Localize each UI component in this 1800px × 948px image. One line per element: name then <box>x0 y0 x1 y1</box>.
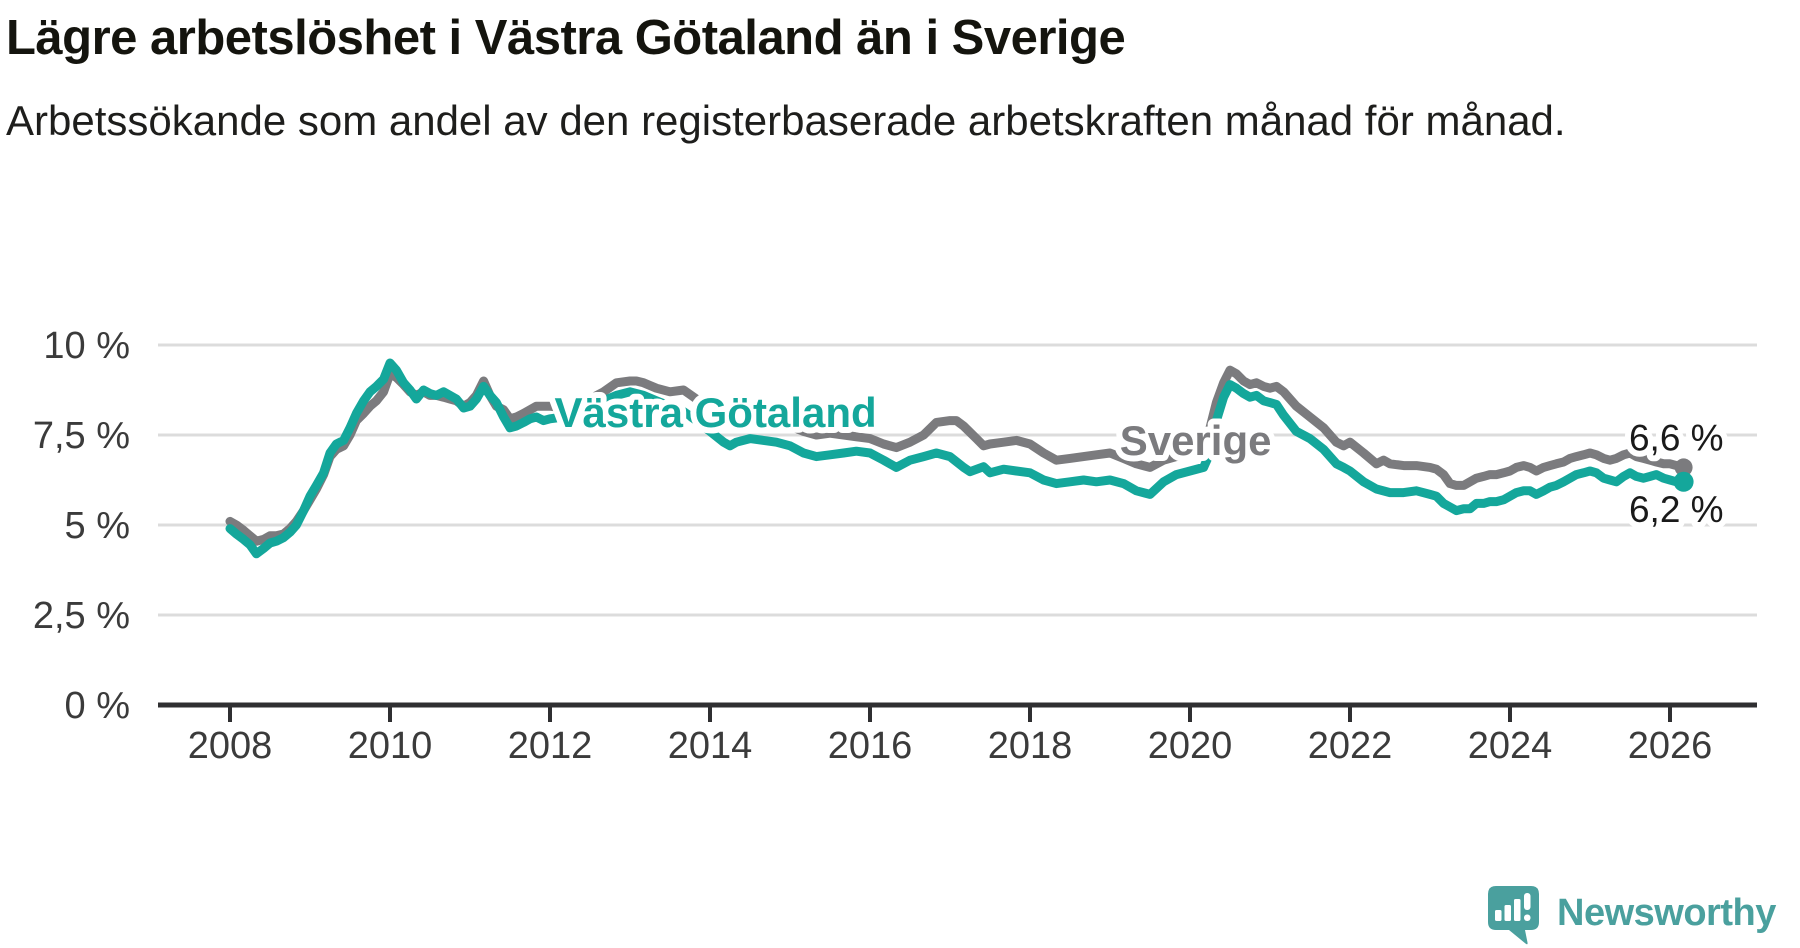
brand-name: Newsworthy <box>1557 891 1776 934</box>
x-tick-label-2016: 2016 <box>828 725 913 767</box>
y-tick-label-10: 10 % <box>43 325 130 367</box>
end-label-sverige-halo: 6,6 % <box>1629 417 1724 458</box>
newsworthy-brand-link[interactable]: Newsworthy <box>1487 885 1776 947</box>
y-tick-label-0: 0 % <box>65 685 130 727</box>
x-tick-label-2018: 2018 <box>988 725 1073 767</box>
end-label-v-stra-g-taland-halo: 6,2 % <box>1629 489 1724 530</box>
chart-subtitle: Arbetssökande som andel av den registerb… <box>6 97 1566 145</box>
x-tick-label-2014: 2014 <box>668 725 753 767</box>
x-tick-label-2010: 2010 <box>348 725 433 767</box>
series-label-sverige-halo: Sverige <box>1120 417 1272 464</box>
y-tick-label-2.5: 2,5 % <box>33 595 130 637</box>
chart-header: Lägre arbetslöshet i Västra Götaland än … <box>6 10 1786 149</box>
x-tick-label-2012: 2012 <box>508 725 593 767</box>
page-title: Lägre arbetslöshet i Västra Götaland än … <box>6 11 1126 65</box>
y-tick-label-5: 5 % <box>65 505 130 547</box>
x-tick-label-2020: 2020 <box>1148 725 1233 767</box>
x-tick-label-2022: 2022 <box>1308 725 1393 767</box>
series-label-v-stra-g-taland-halo: Västra Götaland <box>555 389 877 436</box>
end-dot-sverige <box>1674 458 1693 477</box>
end-label-sverige: 6,6 % <box>1629 417 1724 458</box>
newsworthy-logo-icon <box>1488 886 1539 945</box>
x-tick-label-2024: 2024 <box>1468 725 1553 767</box>
x-tick-label-2008: 2008 <box>188 725 273 767</box>
end-label-v-stra-g-taland: 6,2 % <box>1629 489 1724 530</box>
end-dot-v-stra-g-taland <box>1673 471 1694 492</box>
y-tick-label-7.5: 7,5 % <box>33 415 130 457</box>
series-label-sverige: Sverige <box>1120 417 1272 464</box>
x-tick-label-2026: 2026 <box>1628 725 1713 767</box>
series-line-v-stra-g-taland <box>225 358 1689 559</box>
series-label-v-stra-g-taland: Västra Götaland <box>555 389 877 436</box>
